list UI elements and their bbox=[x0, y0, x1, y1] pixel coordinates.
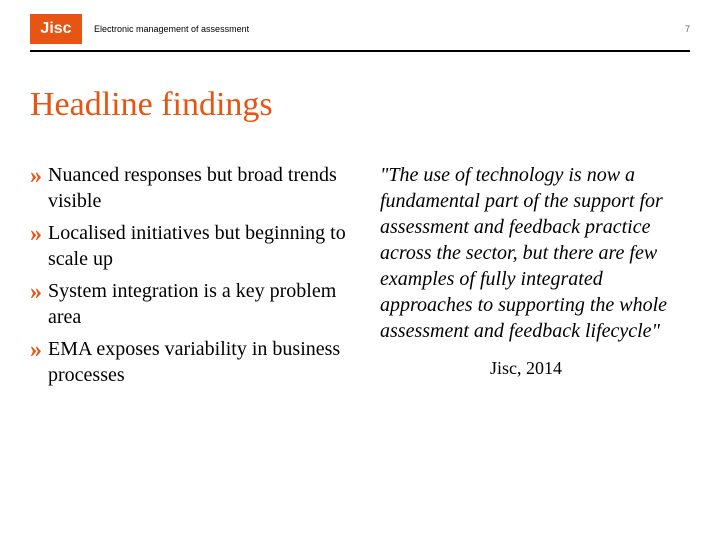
list-item-text: Nuanced responses but broad trends visib… bbox=[48, 162, 352, 214]
list-item-text: System integration is a key problem area bbox=[48, 278, 352, 330]
list-item: » System integration is a key problem ar… bbox=[30, 278, 352, 330]
jisc-logo: Jisc bbox=[30, 14, 82, 44]
content-columns: » Nuanced responses but broad trends vis… bbox=[30, 162, 690, 394]
list-item: » Nuanced responses but broad trends vis… bbox=[30, 162, 352, 214]
divider-line bbox=[30, 50, 690, 52]
header-title: Electronic management of assessment bbox=[82, 24, 670, 34]
bullet-list: » Nuanced responses but broad trends vis… bbox=[30, 162, 370, 394]
quote-text: "The use of technology is now a fundamen… bbox=[380, 162, 690, 344]
list-item-text: EMA exposes variability in business proc… bbox=[48, 336, 352, 388]
list-item: » Localised initiatives but beginning to… bbox=[30, 220, 352, 272]
page-number: 7 bbox=[670, 24, 690, 34]
quote-block: "The use of technology is now a fundamen… bbox=[370, 162, 690, 394]
bullet-icon: » bbox=[30, 338, 42, 362]
slide-body: Jisc Electronic management of assessment… bbox=[0, 0, 720, 540]
quote-attribution: Jisc, 2014 bbox=[380, 358, 690, 379]
list-item-text: Localised initiatives but beginning to s… bbox=[48, 220, 352, 272]
page-title: Headline findings bbox=[30, 86, 690, 124]
jisc-logo-text: Jisc bbox=[40, 20, 71, 38]
bullet-icon: » bbox=[30, 280, 42, 304]
list-item: » EMA exposes variability in business pr… bbox=[30, 336, 352, 388]
header-bar: Jisc Electronic management of assessment… bbox=[30, 14, 690, 44]
bullet-icon: » bbox=[30, 164, 42, 188]
bullet-icon: » bbox=[30, 222, 42, 246]
